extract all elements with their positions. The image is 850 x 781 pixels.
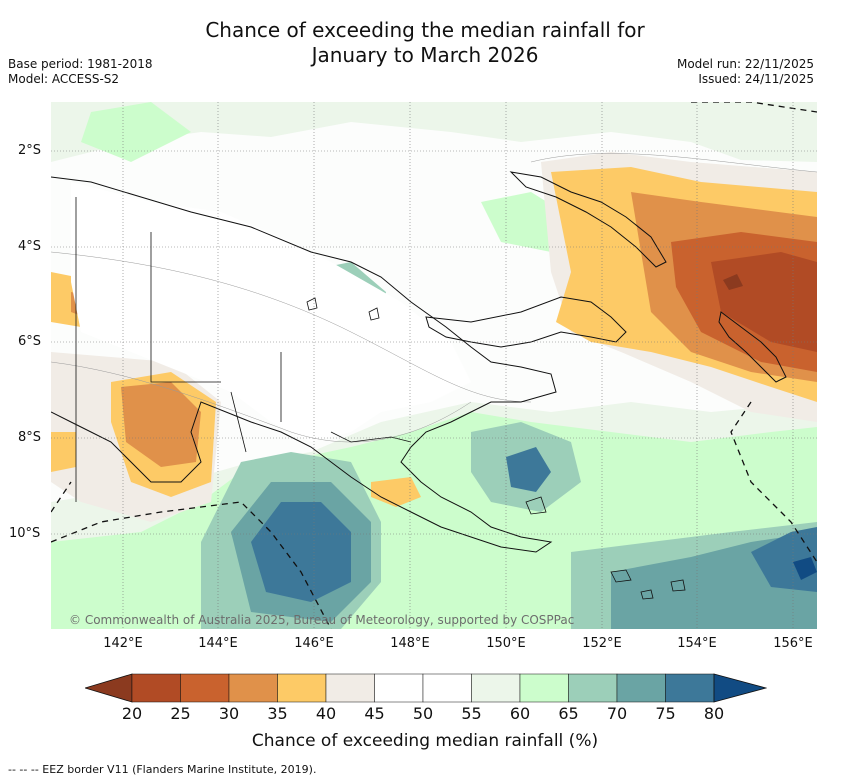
base-period: Base period: 1981-2018: [8, 57, 153, 71]
model-name: Model: ACCESS-S2: [8, 72, 120, 86]
contour-lines: [51, 153, 817, 443]
lat-label-10s: 10°S: [9, 526, 41, 541]
colorbar-segment-45-50: [374, 673, 424, 703]
new-guinea-coastline: [51, 176, 557, 553]
colorbar-tick: 75: [655, 704, 676, 723]
colorbar-tick: 40: [315, 704, 337, 723]
copyright-notice: © Commonwealth of Australia 2025, Bureau…: [69, 613, 575, 627]
rainfall-map: © Commonwealth of Australia 2025, Bureau…: [51, 102, 817, 629]
meta-right: Model run: 22/11/2025 Issued: 24/11/2025: [677, 57, 814, 87]
colorbar-segment-65-70: [568, 673, 618, 703]
lon-label-156e: 156°E: [773, 636, 813, 651]
colorbar-tick: 80: [703, 704, 725, 723]
colorbar-segment-above-80: [713, 673, 767, 703]
colorbar-segment-25-30: [180, 673, 230, 703]
zone-80-se: [793, 557, 817, 580]
new-britain-coastline: [425, 296, 627, 348]
colorbar-tick: 25: [170, 704, 191, 723]
title-line-1: Chance of exceeding the median rainfall …: [205, 18, 645, 42]
colorbar-segment-70-75: [616, 673, 666, 703]
zone-35-40-centre: [371, 477, 421, 507]
gridlines: [51, 102, 817, 629]
colorbar-tick: 50: [412, 704, 434, 723]
lat-label-6s: 6°S: [18, 334, 42, 349]
colorbar-segment-50-55: [422, 673, 472, 703]
colorbar-segment-55-60: [471, 673, 521, 703]
colorbar-tick: 70: [606, 704, 628, 723]
colorbar-label: Chance of exceeding median rainfall (%): [251, 731, 599, 751]
colorbar-segment-35-40: [277, 673, 327, 703]
zone-30-35-sw: [121, 382, 201, 467]
zone-75-80-east: [506, 447, 551, 492]
title-line-2: January to March 2026: [311, 43, 539, 67]
colorbar-tick: 60: [509, 704, 531, 723]
colorbar-tick: 65: [558, 704, 579, 723]
map-layers: [51, 102, 817, 629]
lon-label-146e: 146°E: [294, 636, 334, 651]
colorbar-segment-60-65: [519, 673, 569, 703]
lon-label-150e: 150°E: [486, 636, 526, 651]
colorbar-segment-20-25: [131, 673, 181, 703]
colorbar-tick: 55: [461, 704, 482, 723]
lon-label-142e: 142°E: [103, 636, 143, 651]
lon-label-148e: 148°E: [390, 636, 430, 651]
colorbar-tick: 30: [218, 704, 240, 723]
new-ireland-coastline: [509, 171, 667, 268]
border-lines: [75, 197, 412, 502]
lon-label-144e: 144°E: [198, 636, 238, 651]
zone-55-60-north: [51, 102, 817, 162]
eez-legend-footer: -- -- -- EEZ border V11 (Flanders Marine…: [8, 763, 317, 776]
lat-label-8s: 8°S: [18, 430, 42, 445]
zone-75-80-south: [251, 502, 351, 602]
colorbar-tick: 35: [267, 704, 288, 723]
zone-20-east: [723, 274, 743, 290]
issued-date: Issued: 24/11/2025: [698, 72, 814, 86]
colorbar: [85, 673, 767, 703]
colorbar-tick: 45: [364, 704, 385, 723]
small-islands: [306, 297, 686, 600]
colorbar-segment-below-20: [85, 673, 133, 703]
lon-label-152e: 152°E: [582, 636, 622, 651]
bougainville-coastline: [718, 311, 787, 383]
lat-label-4s: 4°S: [18, 239, 42, 254]
colorbar-segment-40-45: [325, 673, 375, 703]
chart-title: Chance of exceeding the median rainfall …: [0, 18, 850, 68]
zone-35-40-sw2: [51, 432, 76, 472]
colorbar-segment-30-35: [228, 673, 278, 703]
colorbar-tick: 20: [121, 704, 143, 723]
lon-label-154e: 154°E: [677, 636, 717, 651]
lat-label-2s: 2°S: [18, 143, 42, 158]
model-run: Model run: 22/11/2025: [676, 57, 814, 71]
colorbar-segment-75-80: [665, 673, 715, 703]
meta-left: Base period: 1981-2018 Model: ACCESS-S2: [8, 57, 153, 87]
zone-60-65-north: [81, 102, 191, 162]
